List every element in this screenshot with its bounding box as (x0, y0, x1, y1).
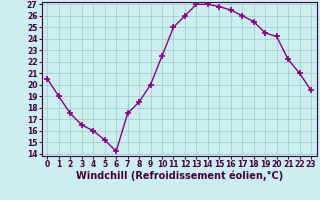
X-axis label: Windchill (Refroidissement éolien,°C): Windchill (Refroidissement éolien,°C) (76, 171, 283, 181)
